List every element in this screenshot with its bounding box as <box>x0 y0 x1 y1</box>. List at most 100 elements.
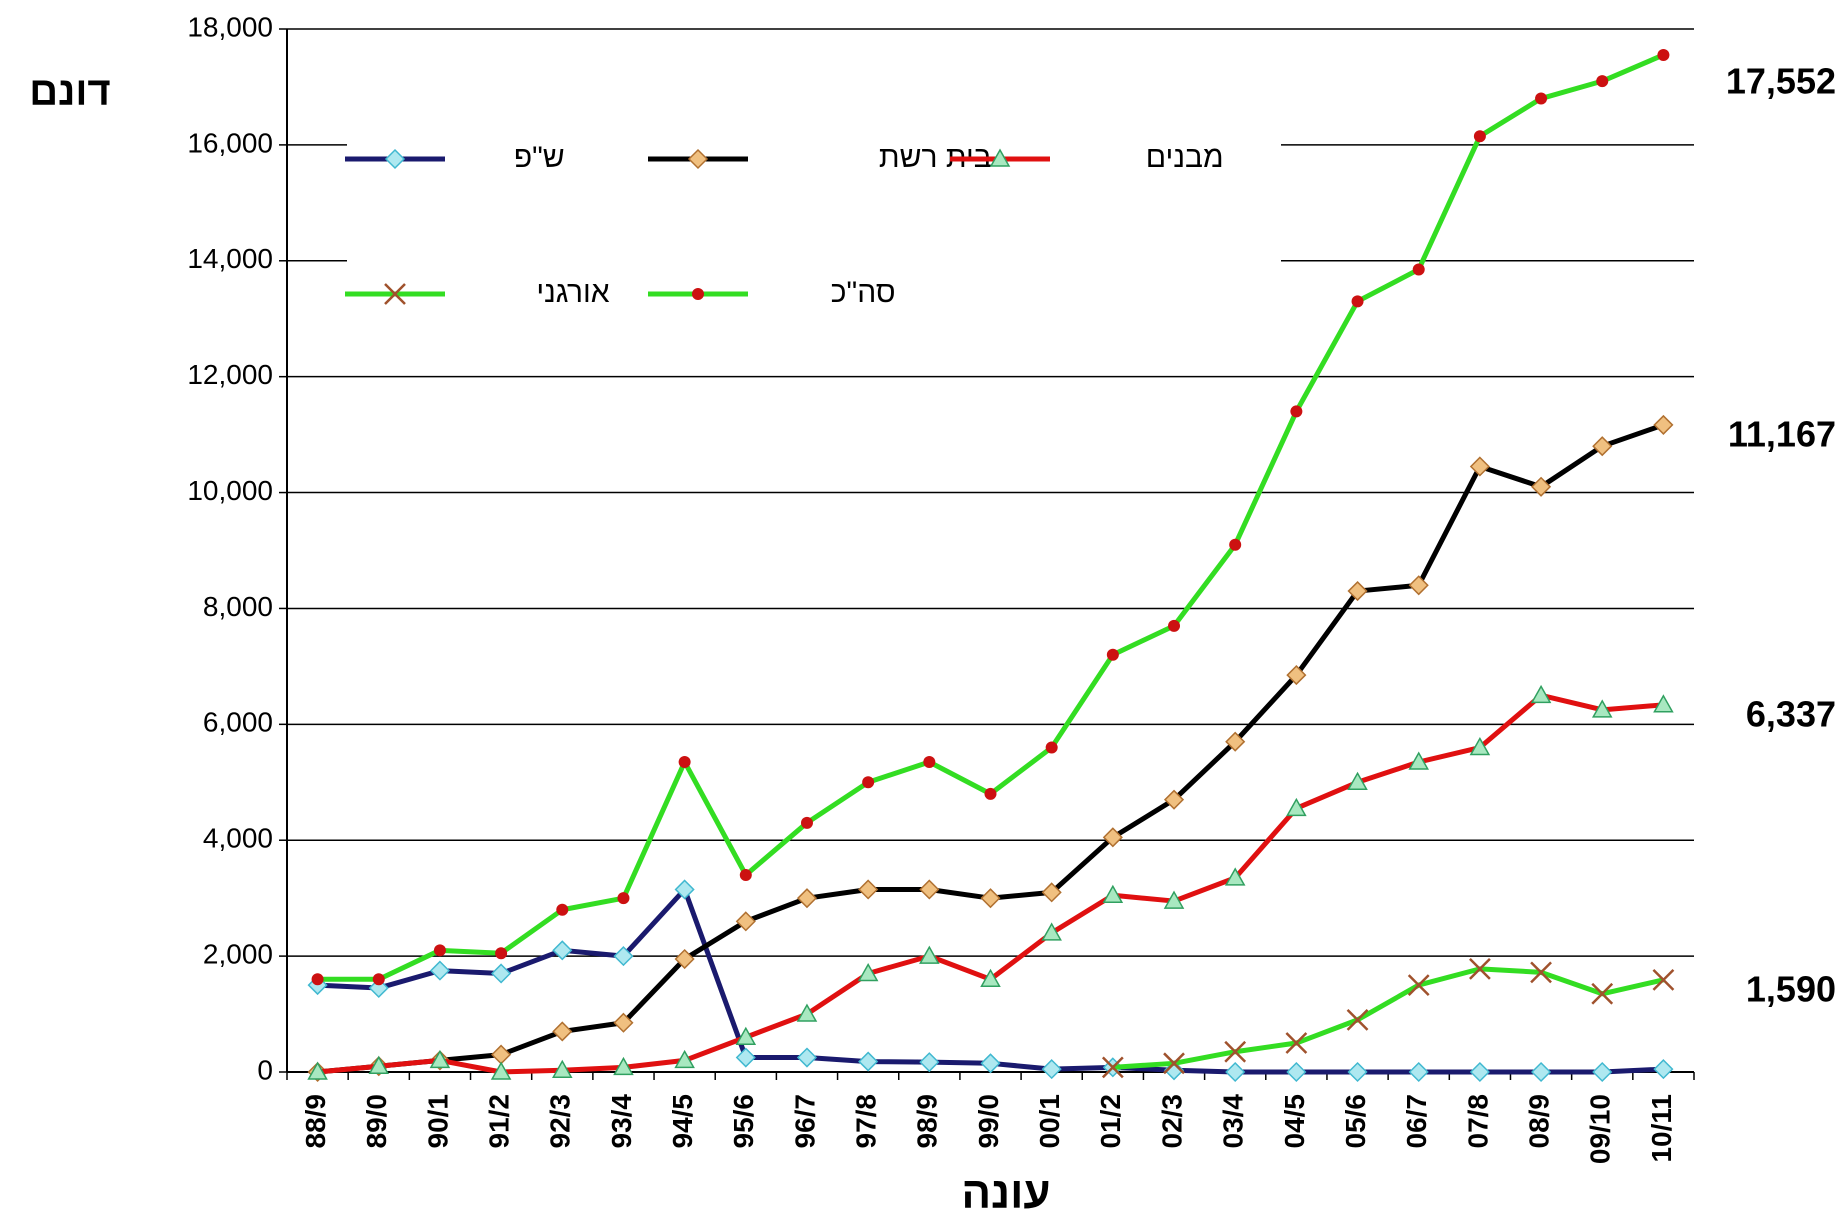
series-line <box>317 692 1664 1075</box>
marker <box>429 960 450 981</box>
marker <box>687 148 709 170</box>
marker <box>307 1061 328 1080</box>
marker <box>384 283 406 305</box>
marker <box>919 879 940 900</box>
marker <box>1535 92 1548 105</box>
marker <box>1286 665 1307 686</box>
series-line <box>1112 966 1664 1070</box>
marker <box>1591 982 1614 1005</box>
marker <box>857 962 879 982</box>
y-tick-label: 0 <box>257 1054 273 1085</box>
marker <box>556 903 569 916</box>
legend-label: ש"פ <box>514 141 565 174</box>
marker <box>1285 1032 1308 1054</box>
marker <box>980 888 1001 909</box>
marker <box>858 1051 879 1072</box>
marker <box>1101 1056 1124 1079</box>
marker <box>1592 436 1613 457</box>
marker <box>1163 890 1185 909</box>
marker <box>1591 699 1613 718</box>
marker <box>923 755 936 768</box>
marker <box>674 879 695 900</box>
marker <box>372 973 385 986</box>
x-tick-label: 89/0 <box>361 1094 392 1149</box>
y-tick-label: 2,000 <box>203 939 273 970</box>
marker <box>552 1059 573 1079</box>
x-tick-label: 01/2 <box>1095 1094 1126 1149</box>
x-tick-label: 05/6 <box>1340 1094 1371 1149</box>
annotation: 6,337 <box>1746 693 1836 734</box>
marker <box>1347 581 1368 602</box>
marker <box>1106 648 1119 661</box>
x-tick-label: 00/1 <box>1034 1094 1065 1149</box>
y-tick-label: 12,000 <box>187 359 273 390</box>
marker <box>735 1026 757 1045</box>
x-tick-label: 06/7 <box>1401 1094 1432 1149</box>
marker <box>1652 968 1675 991</box>
x-tick-label: 07/8 <box>1462 1094 1493 1149</box>
marker <box>1469 1061 1490 1083</box>
marker <box>1163 1052 1185 1075</box>
y-tick-label: 4,000 <box>203 823 273 854</box>
marker <box>1102 884 1124 904</box>
x-tick-label: 95/6 <box>728 1094 759 1149</box>
annotation: 11,167 <box>1728 413 1836 454</box>
y-tick-label: 8,000 <box>203 591 273 622</box>
y-tick-label: 14,000 <box>187 243 273 274</box>
marker <box>1041 922 1062 941</box>
x-tick-label: 94/5 <box>667 1094 698 1149</box>
marker <box>311 973 324 986</box>
marker <box>1045 741 1058 754</box>
marker <box>1347 771 1368 791</box>
marker <box>552 940 573 961</box>
marker <box>613 1056 634 1076</box>
marker <box>1163 789 1185 810</box>
marker <box>1408 575 1429 596</box>
marker <box>1286 1061 1307 1083</box>
x-tick-label: 08/9 <box>1523 1094 1554 1149</box>
marker <box>1531 476 1552 497</box>
marker <box>552 1021 573 1042</box>
marker <box>1346 1008 1369 1031</box>
marker <box>1225 1061 1246 1083</box>
marker <box>1041 882 1062 903</box>
marker <box>1469 456 1490 477</box>
marker <box>1657 48 1670 61</box>
annotation: 1,590 <box>1746 968 1836 1009</box>
marker <box>433 944 446 957</box>
marker <box>796 888 818 909</box>
y-tick-label: 16,000 <box>187 127 273 158</box>
marker <box>1530 684 1552 704</box>
marker <box>862 776 875 789</box>
marker <box>1596 75 1609 88</box>
marker <box>1531 1061 1552 1083</box>
marker <box>1530 961 1552 984</box>
marker <box>1225 731 1246 752</box>
y-tick-label: 10,000 <box>187 475 273 506</box>
marker <box>858 879 879 900</box>
marker <box>1653 694 1674 713</box>
x-tick-label: 96/7 <box>789 1094 820 1149</box>
marker <box>1469 957 1491 980</box>
legend <box>347 118 1281 354</box>
x-tick-label: 10/11 <box>1646 1094 1677 1163</box>
x-tick-label: 93/4 <box>606 1094 637 1149</box>
marker <box>490 1061 512 1080</box>
marker <box>1224 867 1246 886</box>
x-tick-label: 90/1 <box>422 1094 453 1149</box>
marker <box>613 1012 634 1033</box>
marker <box>1163 1060 1185 1081</box>
marker <box>1347 1061 1368 1083</box>
annotation: 17,552 <box>1726 61 1836 102</box>
marker <box>368 1055 390 1074</box>
marker <box>1290 405 1303 418</box>
x-tick-label: 92/3 <box>545 1094 576 1149</box>
marker <box>384 148 406 170</box>
marker <box>1408 751 1430 770</box>
marker <box>495 947 508 960</box>
x-tick-label: 88/9 <box>300 1094 331 1149</box>
y-axis-label: דונם <box>29 70 110 114</box>
marker <box>491 1044 512 1065</box>
marker <box>980 968 1001 988</box>
